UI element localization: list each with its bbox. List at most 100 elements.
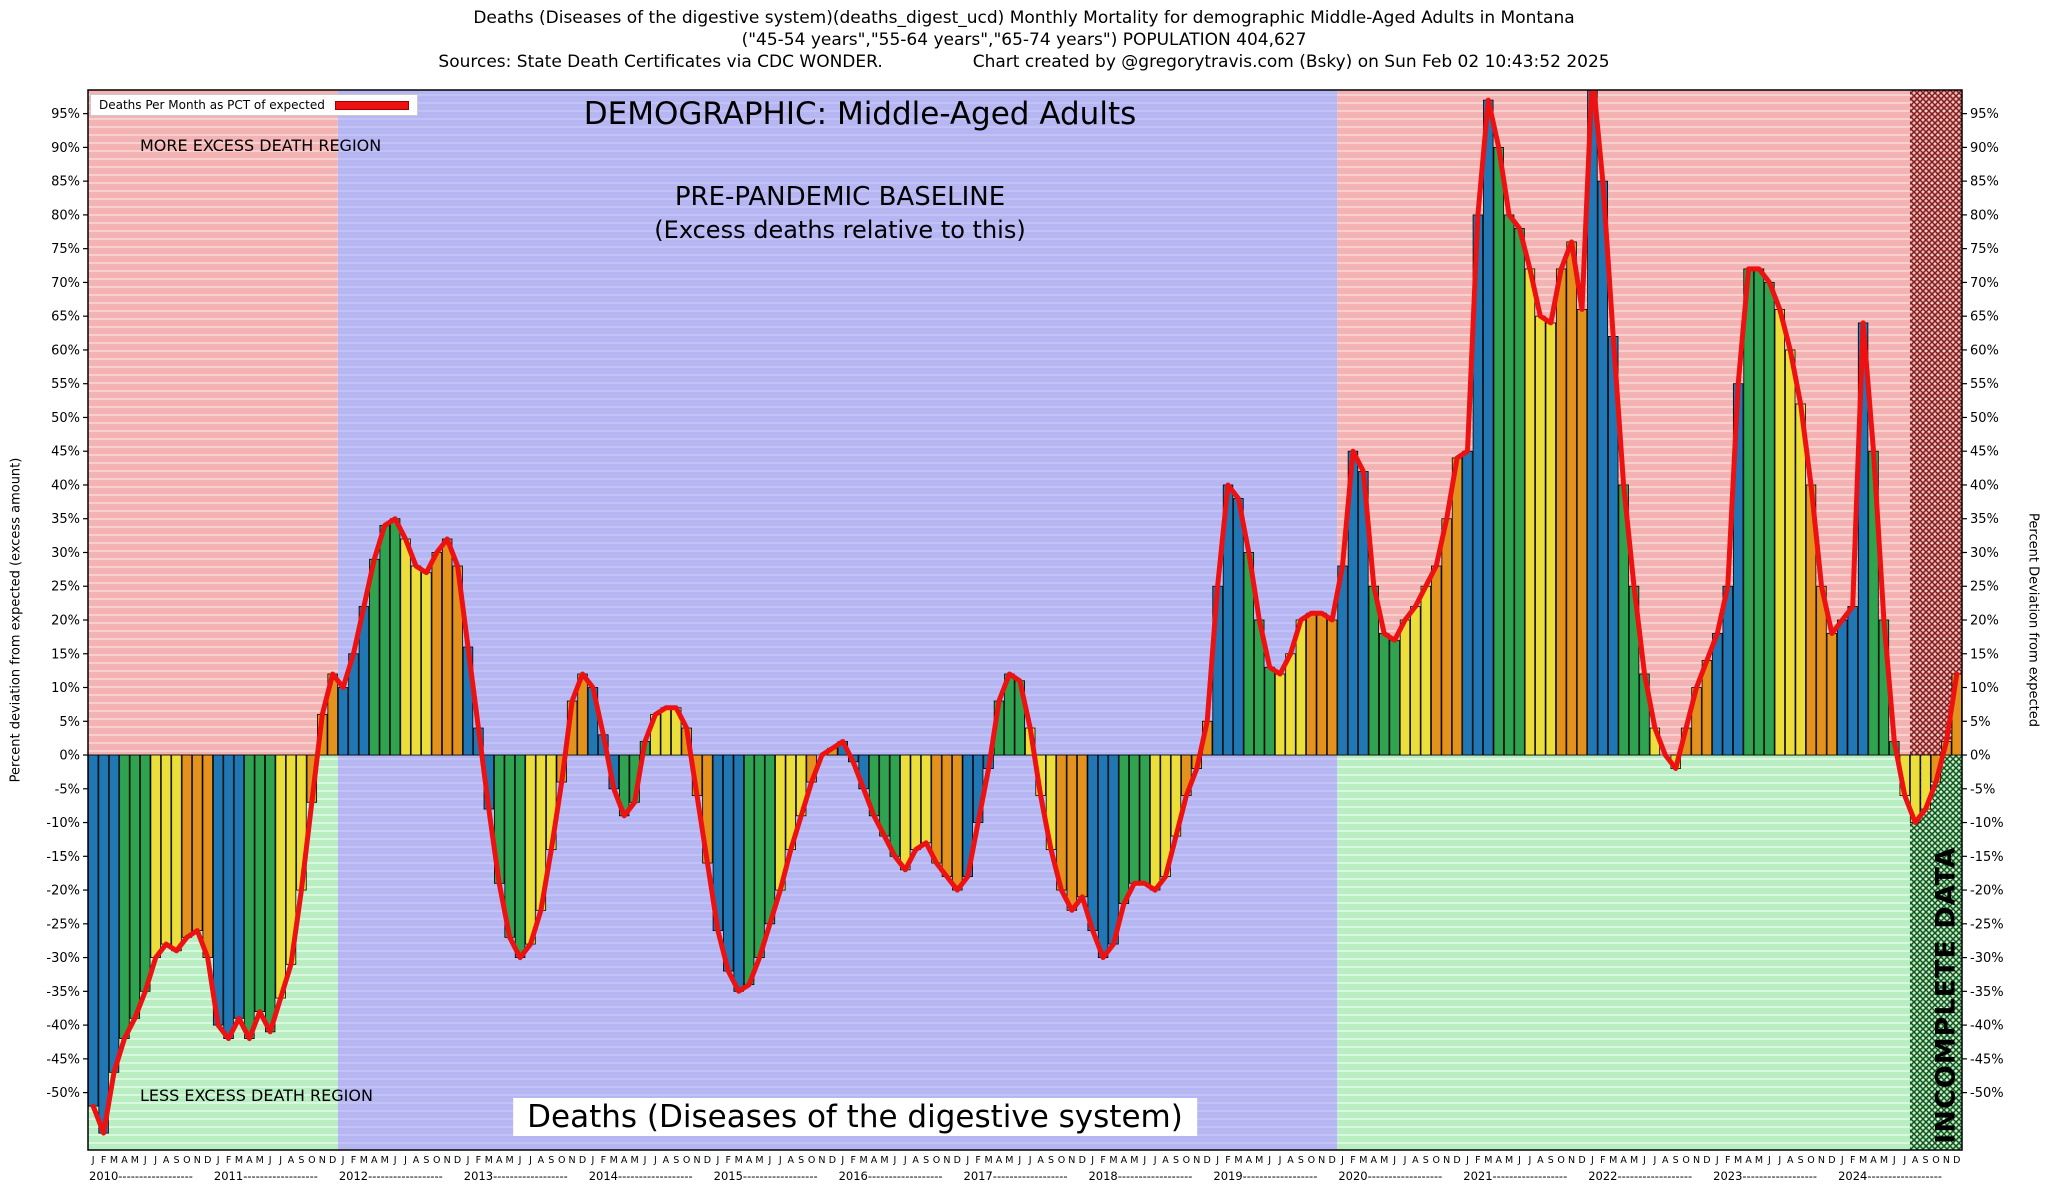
- month-bar: [119, 754, 130, 1039]
- month-tick-label: A: [1037, 1155, 1044, 1166]
- month-bar: [1129, 754, 1140, 884]
- month-bar: [108, 754, 120, 1073]
- month-tick-label: N: [1318, 1155, 1325, 1166]
- month-tick-label: D: [1453, 1155, 1460, 1166]
- month-bar: [514, 754, 526, 958]
- month-tick-label: M: [1130, 1155, 1138, 1166]
- y-tick-label-right: 90%: [1970, 141, 1999, 156]
- month-tick-label: N: [818, 1155, 825, 1166]
- y-tick-label-right: 95%: [1970, 107, 1999, 122]
- month-tick-label: D: [1204, 1155, 1211, 1166]
- month-bar: [525, 754, 536, 945]
- month-bar: [931, 754, 942, 864]
- month-tick-label: A: [163, 1155, 170, 1166]
- month-bar: [1535, 315, 1546, 756]
- month-tick-label: M: [360, 1155, 368, 1166]
- month-tick-label: O: [1308, 1155, 1315, 1166]
- month-tick-label: M: [256, 1155, 264, 1166]
- month-bar: [1274, 673, 1286, 756]
- month-tick-label: O: [433, 1155, 440, 1166]
- region-less-excess: [1337, 755, 1910, 1150]
- y-tick-label-right: 60%: [1970, 343, 1999, 358]
- month-tick-label: J: [903, 1155, 907, 1166]
- month-tick-label: M: [381, 1155, 389, 1166]
- y-tick-label-left: -30%: [46, 951, 80, 966]
- month-tick-label: M: [880, 1155, 888, 1166]
- month-bar: [1503, 214, 1515, 756]
- month-bar: [160, 754, 172, 945]
- month-tick-label: M: [110, 1155, 118, 1166]
- month-tick-label: M: [1380, 1155, 1388, 1166]
- y-tick-label-left: 75%: [51, 242, 80, 257]
- month-bar: [441, 538, 453, 756]
- y-tick-label-left: 95%: [51, 107, 80, 122]
- month-tick-label: S: [548, 1155, 554, 1166]
- baseline-title: PRE-PANDEMIC BASELINE: [674, 182, 1006, 212]
- month-tick-label: S: [1173, 1155, 1179, 1166]
- month-bar: [1316, 612, 1327, 756]
- month-tick-label: A: [788, 1155, 795, 1166]
- month-bar: [754, 754, 765, 958]
- month-bar: [733, 754, 744, 992]
- y-tick-label-left: 0%: [59, 749, 80, 764]
- month-tick-label: A: [621, 1155, 628, 1166]
- month-tick-label: A: [1246, 1155, 1253, 1166]
- month-bar: [254, 754, 265, 1012]
- month-tick-label: J: [1017, 1155, 1021, 1166]
- month-bar: [660, 707, 672, 756]
- month-bar: [150, 754, 161, 958]
- y-tick-label-left: 50%: [51, 411, 80, 426]
- y-tick-label-left: 35%: [51, 512, 80, 527]
- month-tick-label: A: [746, 1155, 753, 1166]
- month-tick-label: M: [1234, 1155, 1242, 1166]
- month-bar: [1077, 754, 1088, 898]
- month-tick-label: A: [1662, 1155, 1669, 1166]
- month-tick-label: J: [1267, 1155, 1271, 1166]
- month-bar: [910, 754, 921, 850]
- y-tick-label-right: -20%: [1970, 884, 2004, 899]
- month-bar: [431, 552, 442, 756]
- y-tick-label-left: 70%: [51, 276, 80, 291]
- month-tick-label: M: [1359, 1155, 1367, 1166]
- month-tick-label: J: [965, 1155, 969, 1166]
- month-tick-label: D: [829, 1155, 836, 1166]
- y-tick-label-left: 5%: [59, 715, 80, 730]
- y-tick-label-right: -25%: [1970, 917, 2004, 932]
- month-tick-label: A: [413, 1155, 420, 1166]
- month-tick-label: J: [341, 1155, 345, 1166]
- month-bar: [171, 754, 182, 952]
- month-bar: [140, 754, 151, 992]
- year-tick-label: 2013------------------: [464, 1169, 568, 1183]
- month-tick-label: M: [235, 1155, 243, 1166]
- month-tick-label: M: [984, 1155, 992, 1166]
- month-bar: [1149, 754, 1161, 891]
- month-tick-label: A: [1162, 1155, 1169, 1166]
- y-tick-label-left: -10%: [46, 816, 80, 831]
- month-tick-label: D: [1828, 1155, 1835, 1166]
- month-tick-label: M: [131, 1155, 139, 1166]
- month-bar: [1743, 268, 1754, 756]
- y-tick-label-right: 55%: [1970, 377, 1999, 392]
- y-tick-label-right: -50%: [1970, 1086, 2004, 1101]
- month-tick-label: M: [1255, 1155, 1263, 1166]
- y-tick-label-left: -35%: [46, 985, 80, 1000]
- month-tick-label: N: [1068, 1155, 1075, 1166]
- y-tick-label-right: 20%: [1970, 614, 1999, 629]
- title-line-3: Sources: State Death Certificates via CD…: [0, 52, 2048, 72]
- month-bar: [223, 754, 234, 1039]
- month-bar: [1764, 282, 1775, 756]
- month-tick-label: N: [1443, 1155, 1450, 1166]
- month-tick-label: A: [1495, 1155, 1502, 1166]
- month-tick-label: N: [1818, 1155, 1825, 1166]
- pct-of-expected-line: [90, 90, 1960, 1136]
- region-incomplete-top: [1909, 90, 1962, 756]
- month-bar: [1837, 619, 1848, 756]
- month-tick-label: A: [1870, 1155, 1877, 1166]
- month-bar: [1566, 241, 1577, 756]
- y-tick-label-right: 50%: [1970, 411, 1999, 426]
- month-tick-label: M: [1880, 1155, 1888, 1166]
- month-tick-label: O: [1932, 1155, 1939, 1166]
- month-tick-label: F: [226, 1155, 231, 1166]
- month-tick-label: J: [1528, 1155, 1532, 1166]
- month-tick-label: S: [173, 1155, 179, 1166]
